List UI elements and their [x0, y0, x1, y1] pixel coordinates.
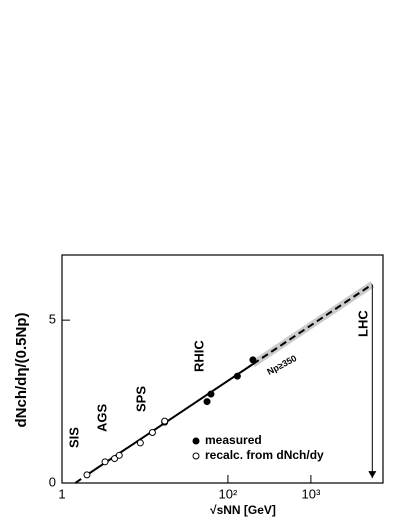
y-tick-label: 5	[49, 312, 56, 327]
legend-marker	[192, 452, 200, 460]
y-tick-label: 0	[49, 474, 56, 489]
data-point	[101, 458, 109, 466]
x-tick-label: 10²	[219, 486, 238, 501]
annotation: AGS	[94, 404, 109, 433]
data-point	[249, 356, 257, 364]
annotation: RHIC	[191, 340, 206, 372]
x-axis-label: √sNN [GeV]	[210, 503, 276, 517]
legend-label: measured	[205, 433, 262, 447]
legend-label: recalc. from dNch/dy	[205, 448, 324, 462]
x-tick-label: 10³	[301, 486, 320, 501]
plot-frame	[61, 254, 384, 484]
data-point	[111, 455, 119, 463]
data-point	[83, 471, 91, 479]
x-tick-label: 1	[58, 486, 65, 501]
annotation: SIS	[66, 427, 81, 448]
y-axis-label: dNch/dη/(0.5Np)	[13, 312, 30, 427]
fit-line	[252, 283, 373, 365]
annotation: SPS	[133, 386, 148, 412]
data-point	[161, 417, 169, 425]
data-point	[203, 398, 211, 406]
data-point	[148, 429, 156, 437]
legend-marker	[192, 437, 200, 445]
annotation: LHC	[355, 310, 370, 337]
data-point	[136, 439, 144, 447]
lhc-arrow-head	[368, 471, 377, 479]
data-point	[233, 372, 241, 380]
data-point	[207, 390, 215, 398]
data-point	[115, 451, 123, 459]
